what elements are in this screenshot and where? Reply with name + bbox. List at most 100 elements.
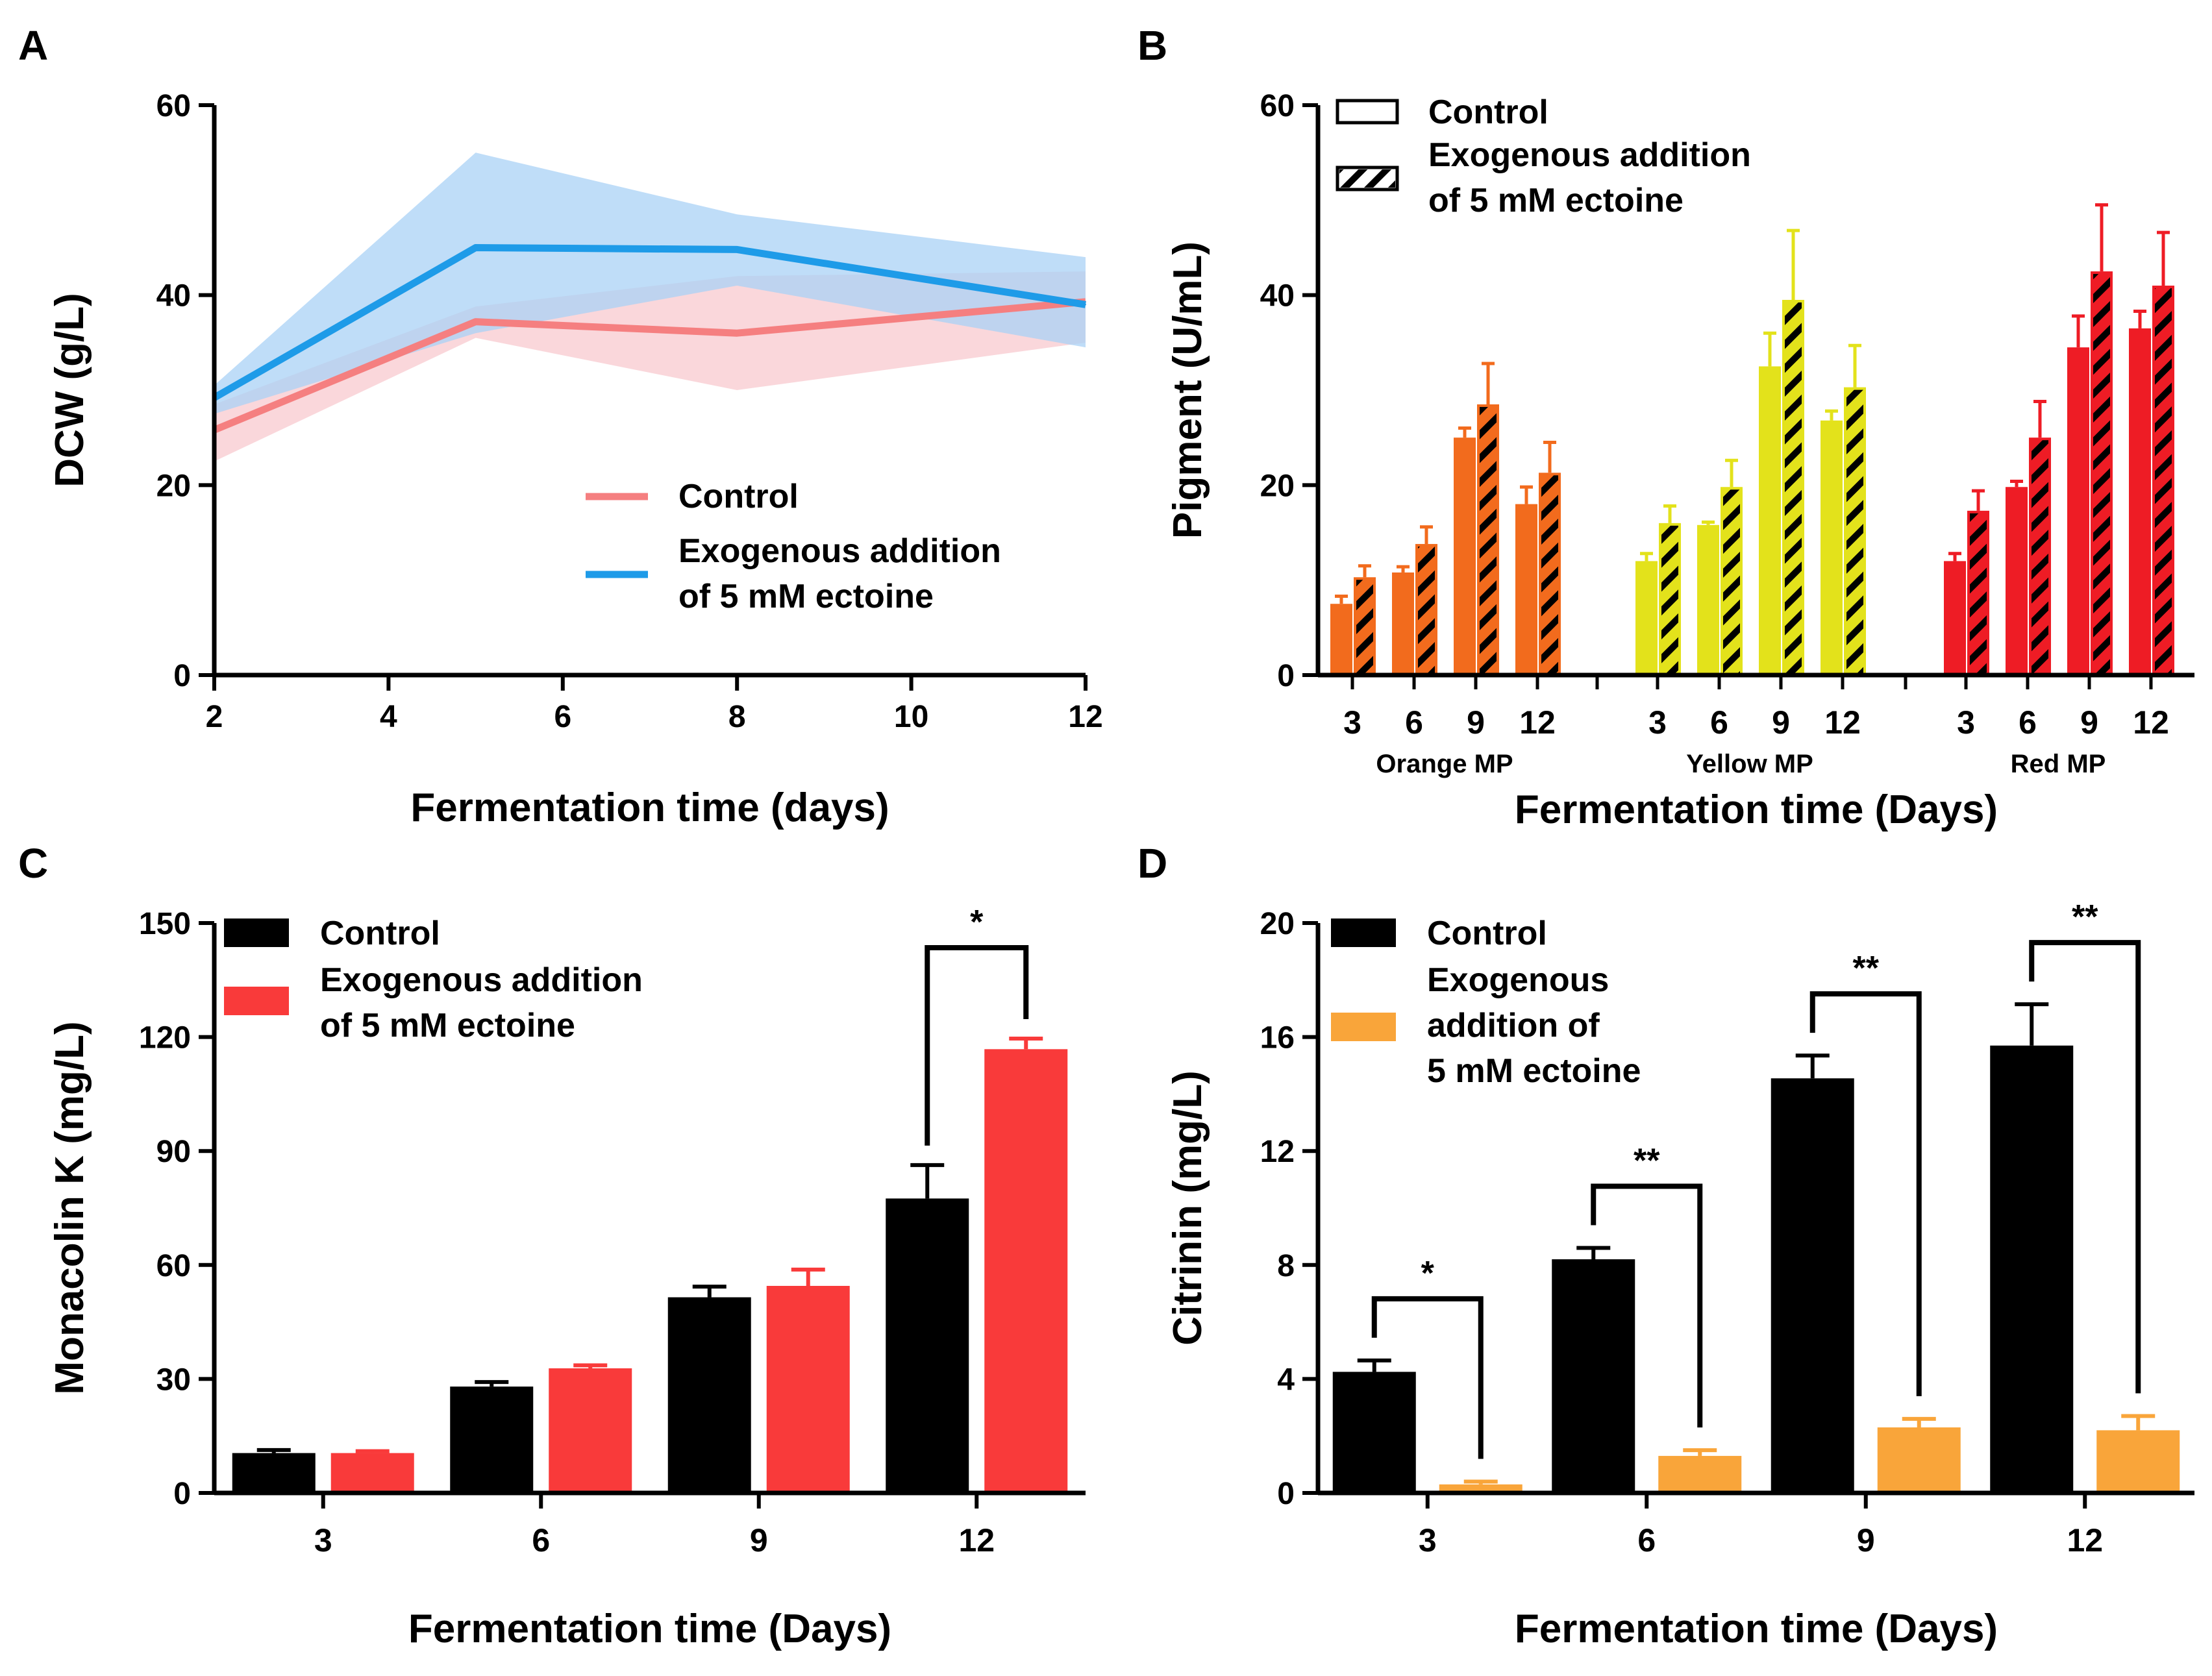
x-tick-label: 6 [1405,704,1423,741]
legend-label-control: Control [1427,915,1547,952]
series-line-control [212,298,1086,434]
x-tick-label: 9 [1772,704,1790,741]
bar-control [2006,487,2028,675]
y-tick-label: 16 [1260,1021,1295,1055]
bar-ectoine-hatch [1418,547,1435,675]
bar-control [1552,1259,1635,1493]
y-tick-label: 120 [139,1021,191,1055]
bar-ectoine [766,1285,850,1493]
y-tick-label: 0 [1277,1477,1295,1511]
x-tick-label: 3 [1343,704,1361,741]
bar-control [1515,504,1537,675]
y-axis-title: DCW (g/L) [47,293,92,487]
data-point [1085,304,1086,306]
bar-ectoine [330,1453,414,1493]
y-tick-label: 150 [139,907,191,941]
bar-control [1635,561,1658,675]
panel-a: A 0 20 40 60 DCW (g/L) Fermentation time (days… [18,22,1103,830]
y-tick-label: 40 [1260,279,1295,314]
x-tick-label: 12 [2133,704,2169,741]
bar-control [1330,604,1352,675]
x-tick-label: 6 [554,700,571,734]
legend-label-control: Control [678,478,799,515]
legend-swatch-ectoine [224,987,289,1015]
y-tick-label: 60 [156,1249,191,1283]
significance-marker: ** [2072,898,2098,936]
bar-ectoine-hatch [1846,389,1863,675]
bar-ectoine [1877,1427,1961,1493]
y-tick-label: 30 [156,1362,191,1397]
legend-label-ectoine: Exogenous addition [1428,136,1751,174]
bar-ectoine-hatch [1661,525,1678,675]
bar-ectoine [1658,1455,1742,1493]
x-tick-label: 12 [1519,704,1556,741]
panel-c: C 3 6 9 12 * 0 30 60 90 120 150 Monacolin K (mg/L) Fe… [18,840,1086,1651]
x-tick-label: 2 [206,700,223,734]
bar-control [1990,1045,2074,1493]
y-tick-label: 0 [173,1477,191,1511]
bar-ectoine-hatch [2032,440,2048,675]
y-tick-label: 0 [1277,659,1295,693]
bar-control [1392,572,1414,675]
bar-ectoine-hatch [1970,513,1987,675]
bar-ectoine [984,1049,1068,1493]
bar-ectoine-hatch [2155,288,2172,675]
bar-control [667,1297,751,1493]
y-tick-label: 20 [156,469,191,503]
series-line-ectoine [212,244,1086,401]
bar-ectoine-hatch [1785,302,1802,675]
x-tick-label: 6 [2019,704,2037,741]
y-tick-label: 90 [156,1135,191,1169]
bar-control [1332,1372,1416,1493]
x-tick-label: 4 [380,700,397,734]
x-tick-label: 3 [314,1522,332,1559]
x-tick-label: 12 [1824,704,1861,741]
y-tick-label: 4 [1277,1362,1295,1397]
significance-bracket [1371,1296,1484,1459]
y-tick-label: 20 [1260,469,1295,503]
y-axis-title: Monacolin K (mg/L) [47,1021,92,1394]
significance-bracket [925,944,1029,1146]
x-axis-title: Fermentation time (days) [410,785,889,830]
group-label: Orange MP [1376,750,1513,778]
legend-label-ectoine: of 5 mM ectoine [1428,182,1684,219]
legend-swatch-control [224,918,289,947]
legend-swatch-hatch [1339,169,1395,188]
bar-control [232,1453,316,1493]
bar-ectoine-hatch [1723,489,1740,675]
bar-ectoine-hatch [1541,475,1558,675]
x-tick-label: 6 [1710,704,1728,741]
x-axis-title: Fermentation time (Days) [408,1607,891,1651]
x-tick-label: 9 [2080,704,2098,741]
legend-label-control: Control [1428,93,1548,131]
y-tick-label: 60 [1260,89,1295,123]
data-point [475,321,477,323]
bar-control [2067,347,2089,675]
x-tick-label: 3 [1419,1522,1437,1559]
bar-control [1821,420,1843,675]
legend-label-ectoine: of 5 mM ectoine [320,1007,575,1044]
x-tick-label: 10 [894,700,928,734]
bar-control [1944,561,1966,675]
legend-label-ectoine: addition of [1427,1007,1600,1044]
x-axis-title: Fermentation time (Days) [1515,787,1998,832]
significance-bracket [1591,1183,1703,1428]
bar-ectoine-hatch [1480,406,1497,675]
x-tick-label: 9 [1857,1522,1875,1559]
y-axis-title: Citrinin (mg/L) [1165,1070,1210,1346]
significance-marker: ** [1853,950,1880,987]
x-tick-label: 6 [532,1522,550,1559]
panel-label-d: D [1137,840,1167,887]
x-tick-label: 6 [1637,1522,1656,1559]
y-tick-label: 12 [1260,1135,1295,1169]
group-label: Yellow MP [1686,750,1813,778]
bar-control [1759,366,1781,675]
legend-label-ectoine: Exogenous [1427,961,1609,999]
x-tick-label: 9 [1467,704,1485,741]
x-tick-label: 12 [958,1522,995,1559]
bar-control [2129,328,2151,676]
bar-ectoine-hatch [2093,274,2110,675]
legend-swatch-control [1336,99,1399,125]
